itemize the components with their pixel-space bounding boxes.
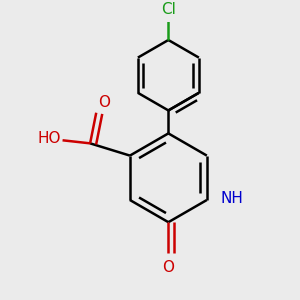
Text: O: O (162, 260, 174, 275)
Text: HO: HO (38, 131, 61, 146)
Text: NH: NH (220, 191, 244, 206)
Text: Cl: Cl (161, 2, 176, 17)
Text: O: O (98, 95, 110, 110)
